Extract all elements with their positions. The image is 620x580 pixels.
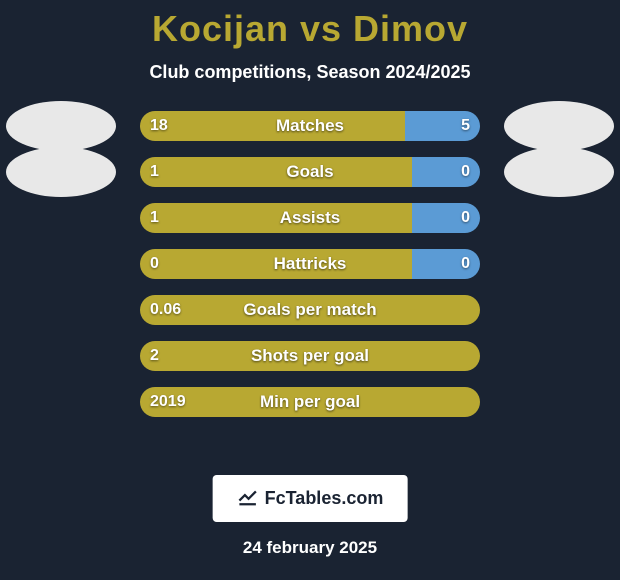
player-photo-right-2: [504, 147, 614, 197]
source-text: FcTables.com: [265, 488, 384, 509]
stat-row: 2019 Min per goal: [0, 387, 620, 417]
stat-row: 18 Matches 5: [0, 111, 620, 141]
stat-row: 2 Shots per goal: [0, 341, 620, 371]
player-photo-right-1: [504, 101, 614, 151]
stat-row: 1 Assists 0: [0, 203, 620, 233]
stat-label: Assists: [140, 203, 480, 233]
page-title: Kocijan vs Dimov: [0, 0, 620, 50]
date-text: 24 february 2025: [0, 538, 620, 558]
stat-label: Min per goal: [140, 387, 480, 417]
player-photo-left-1: [6, 101, 116, 151]
page-subtitle: Club competitions, Season 2024/2025: [0, 62, 620, 83]
stat-row: 0.06 Goals per match: [0, 295, 620, 325]
value-right: 0: [461, 157, 470, 187]
value-right: 5: [461, 111, 470, 141]
stat-label: Goals: [140, 157, 480, 187]
stat-row: 1 Goals 0: [0, 157, 620, 187]
stat-label: Matches: [140, 111, 480, 141]
stat-row: 0 Hattricks 0: [0, 249, 620, 279]
chart-icon: [237, 485, 259, 512]
value-right: 0: [461, 203, 470, 233]
stat-label: Goals per match: [140, 295, 480, 325]
stat-label: Shots per goal: [140, 341, 480, 371]
value-right: 0: [461, 249, 470, 279]
comparison-card: Kocijan vs Dimov Club competitions, Seas…: [0, 0, 620, 580]
source-badge: FcTables.com: [213, 475, 408, 522]
stat-label: Hattricks: [140, 249, 480, 279]
player-photo-left-2: [6, 147, 116, 197]
stats-area: 18 Matches 5 1 Goals 0 1 Assists 0: [0, 111, 620, 417]
